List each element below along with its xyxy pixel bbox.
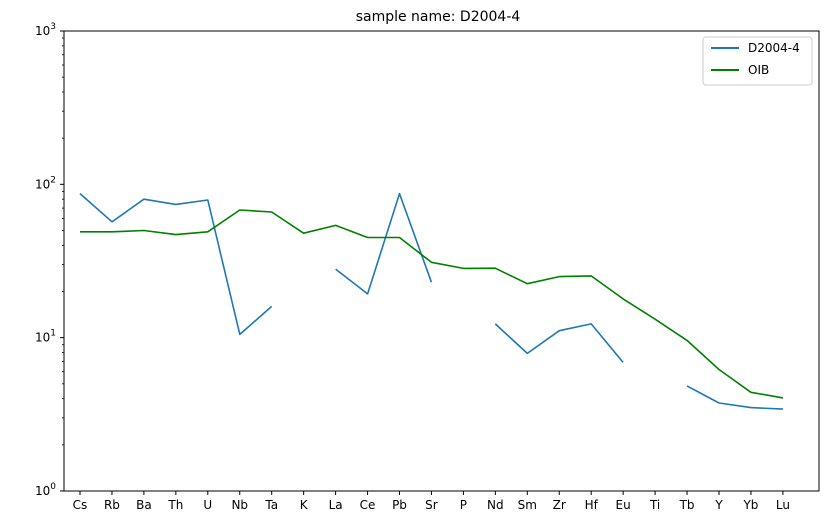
x-tick-label-tb: Tb bbox=[679, 498, 695, 512]
x-tick-label-nb: Nb bbox=[231, 498, 248, 512]
x-tick-label-yb: Yb bbox=[742, 498, 758, 512]
x-tick-label-sr: Sr bbox=[425, 498, 438, 512]
x-tick-label-u: U bbox=[203, 498, 212, 512]
plot-area-frame bbox=[63, 30, 820, 492]
legend-label-d2004-4: D2004-4 bbox=[748, 41, 800, 55]
x-tick-label-ta: Ta bbox=[264, 498, 278, 512]
x-tick-label-cs: Cs bbox=[73, 498, 88, 512]
x-tick-label-hf: Hf bbox=[585, 498, 599, 512]
series-line-oib bbox=[80, 209, 784, 399]
x-axis: Cs Rb Ba Th U Nb Ta K La Ce Pb Sr P Nd Sm Zr Hf Eu Ti Tb Y Yb… bbox=[73, 491, 790, 512]
x-tick-label-sm: Sm bbox=[518, 498, 537, 512]
x-tick-label-zr: Zr bbox=[553, 498, 566, 512]
x-tick-label-eu: Eu bbox=[616, 498, 631, 512]
series-line-d2004-4 bbox=[335, 192, 433, 295]
x-tick-label-ti: Ti bbox=[649, 498, 660, 512]
y-tick-label: 101 bbox=[35, 329, 56, 345]
x-tick-label-k: K bbox=[300, 498, 309, 512]
series-line-d2004-4 bbox=[686, 385, 783, 410]
x-tick-label-y: Y bbox=[714, 498, 723, 512]
x-tick-label-nd: Nd bbox=[487, 498, 504, 512]
series-line-d2004-4 bbox=[494, 323, 624, 363]
series-layer bbox=[79, 192, 784, 410]
legend: D2004-4 OIB bbox=[702, 36, 813, 86]
chart-title: sample name: D2004-4 bbox=[356, 9, 521, 25]
x-tick-label-th: Th bbox=[167, 498, 183, 512]
y-tick-label: 102 bbox=[35, 175, 56, 191]
x-tick-label-lu: Lu bbox=[776, 498, 790, 512]
x-tick-label-p: P bbox=[460, 498, 467, 512]
legend-label-oib: OIB bbox=[748, 63, 769, 77]
x-tick-label-ce: Ce bbox=[360, 498, 376, 512]
series-line-d2004-4 bbox=[79, 192, 273, 336]
y-axis: 100 101 102 103 bbox=[35, 22, 64, 498]
y-tick-label: 103 bbox=[35, 22, 56, 38]
x-tick-label-rb: Rb bbox=[104, 498, 120, 512]
x-tick-label-pb: Pb bbox=[392, 498, 407, 512]
x-tick-label-ba: Ba bbox=[136, 498, 152, 512]
y-tick-label: 100 bbox=[35, 482, 56, 498]
x-tick-label-la: La bbox=[329, 498, 343, 512]
